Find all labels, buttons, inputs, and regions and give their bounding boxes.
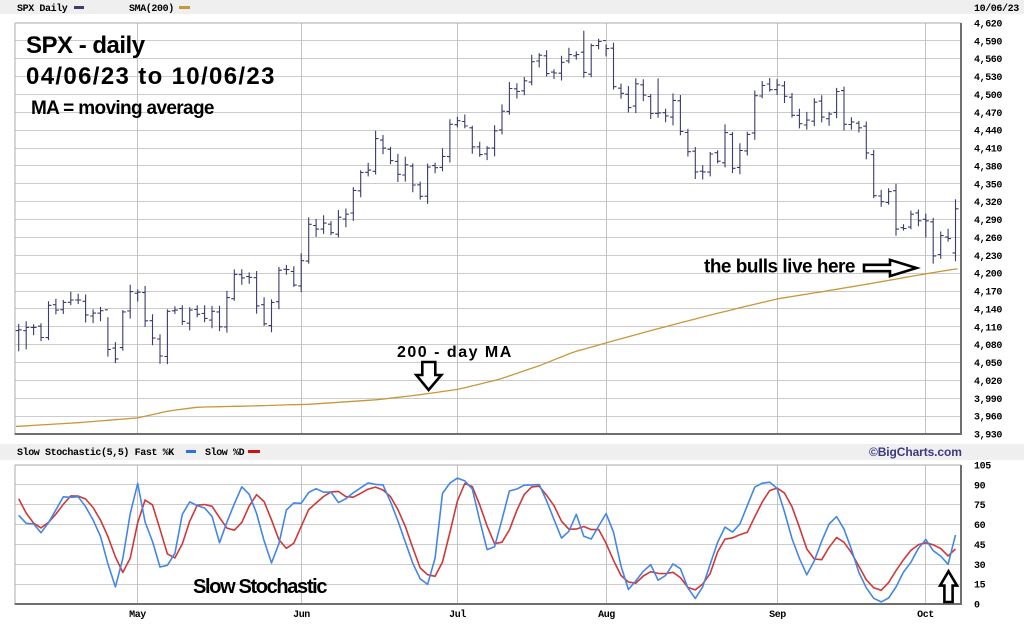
- svg-text:4,410: 4,410: [974, 145, 1002, 156]
- svg-text:Slow %D: Slow %D: [205, 447, 245, 459]
- svg-text:4,530: 4,530: [974, 73, 1002, 84]
- svg-text:4,290: 4,290: [974, 216, 1002, 227]
- svg-text:the bulls live here: the bulls live here: [704, 257, 855, 278]
- svg-text:SMA(200): SMA(200): [129, 3, 174, 15]
- svg-text:Aug: Aug: [598, 610, 615, 621]
- svg-text:15: 15: [974, 581, 986, 592]
- svg-text:Slow Stochastic(5,5) Fast %K: Slow Stochastic(5,5) Fast %K: [17, 447, 174, 459]
- svg-text:0: 0: [974, 601, 980, 612]
- svg-text:©BigCharts.com: ©BigCharts.com: [869, 445, 962, 459]
- svg-text:4,350: 4,350: [974, 180, 1002, 191]
- svg-text:4,440: 4,440: [974, 127, 1002, 138]
- svg-text:04/06/23 to 10/06/23: 04/06/23 to 10/06/23: [26, 63, 276, 90]
- svg-text:4,200: 4,200: [974, 270, 1002, 281]
- svg-text:4,560: 4,560: [974, 55, 1002, 66]
- svg-text:45: 45: [974, 541, 986, 552]
- svg-text:30: 30: [974, 561, 986, 572]
- svg-text:4,620: 4,620: [974, 20, 1002, 31]
- svg-text:4,380: 4,380: [974, 163, 1002, 174]
- svg-text:3,990: 3,990: [974, 395, 1002, 406]
- svg-text:4,470: 4,470: [974, 109, 1002, 120]
- svg-text:Jun: Jun: [293, 610, 310, 621]
- svg-text:4,170: 4,170: [974, 288, 1002, 299]
- svg-text:4,140: 4,140: [974, 305, 1002, 316]
- svg-text:SPX - daily: SPX - daily: [26, 32, 146, 59]
- svg-text:4,050: 4,050: [974, 359, 1002, 370]
- svg-text:May: May: [129, 610, 146, 621]
- svg-text:4,230: 4,230: [974, 252, 1002, 263]
- svg-text:200 - day MA: 200 - day MA: [397, 344, 513, 361]
- svg-text:3,930: 3,930: [974, 431, 1002, 442]
- svg-text:4,110: 4,110: [974, 323, 1002, 334]
- svg-text:Slow Stochastic: Slow Stochastic: [193, 576, 327, 598]
- svg-text:10/06/23: 10/06/23: [974, 3, 1019, 15]
- svg-text:Oct: Oct: [917, 610, 934, 621]
- svg-text:4,320: 4,320: [974, 198, 1002, 209]
- svg-text:Jul: Jul: [449, 609, 466, 621]
- svg-text:4,020: 4,020: [974, 377, 1002, 388]
- svg-text:4,260: 4,260: [974, 234, 1002, 245]
- svg-text:3,960: 3,960: [974, 413, 1002, 424]
- svg-text:MA = moving average: MA = moving average: [31, 98, 214, 119]
- svg-text:60: 60: [974, 521, 986, 532]
- svg-text:Sep: Sep: [769, 610, 786, 621]
- svg-text:105: 105: [974, 462, 991, 473]
- svg-text:90: 90: [974, 481, 986, 492]
- svg-text:4,590: 4,590: [974, 37, 1002, 48]
- svg-text:4,500: 4,500: [974, 91, 1002, 102]
- svg-text:75: 75: [974, 501, 986, 512]
- svg-text:SPX Daily: SPX Daily: [17, 3, 68, 15]
- svg-text:4,080: 4,080: [974, 341, 1002, 352]
